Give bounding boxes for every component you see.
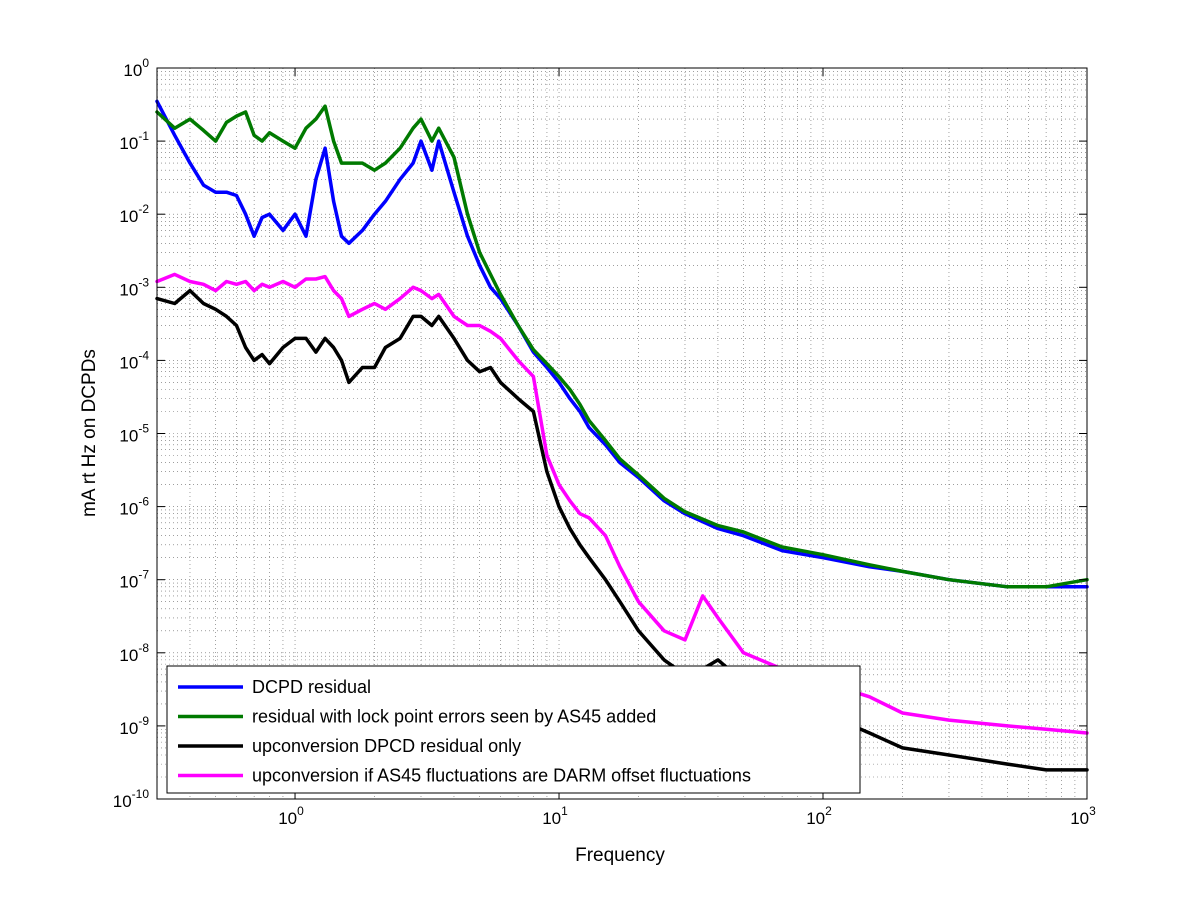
legend: DCPD residual residual with lock point er…: [166, 665, 861, 794]
legend-label: DCPD residual: [252, 677, 371, 697]
plot-area: [155, 67, 1089, 800]
y-tick-label: 10-7: [119, 568, 149, 592]
y-tick-label: 10-6: [119, 495, 149, 519]
legend-label: upconversion if AS45 fluctuations are DA…: [252, 766, 751, 786]
y-tick-label: 10-1: [119, 129, 149, 153]
series-line: [155, 288, 1089, 772]
y-tick-label: 10-2: [119, 202, 149, 226]
series-line: [155, 99, 1089, 589]
legend-box: [166, 665, 861, 794]
x-tick-labels: 100 101 102 103: [278, 804, 1096, 828]
legend-label: residual with lock point errors seen by …: [252, 707, 656, 727]
y-tick-label: 10-10: [113, 787, 150, 811]
y-tick-label: 10-9: [119, 714, 149, 738]
x-tick-label: 102: [806, 804, 832, 828]
y-tick-label: 10-8: [119, 641, 149, 665]
y-tick-labels: 100 10-1 10-2 10-3 10-4 10-5 10-6 10-7 10-8 10-9 1…: [113, 56, 150, 811]
x-axis-label: Frequency: [575, 845, 665, 866]
y-tick-label: 10-5: [119, 422, 149, 446]
series-line: [155, 272, 1089, 735]
grid: [156, 67, 1088, 800]
series-layer: [155, 99, 1089, 772]
legend-label: upconversion DPCD residual only: [252, 736, 521, 756]
legend-entries: DCPD residual residual with lock point er…: [178, 677, 751, 786]
series-line: [155, 104, 1089, 589]
y-tick-label: 100: [123, 56, 149, 80]
x-tick-label: 101: [542, 804, 568, 828]
x-tick-label: 103: [1070, 804, 1096, 828]
y-tick-label: 10-3: [119, 275, 149, 299]
y-tick-label: 10-4: [119, 348, 149, 372]
x-tick-label: 100: [278, 804, 304, 828]
ticks: [157, 67, 1088, 800]
y-axis-label: mA rt Hz on DCPDs: [79, 349, 100, 517]
